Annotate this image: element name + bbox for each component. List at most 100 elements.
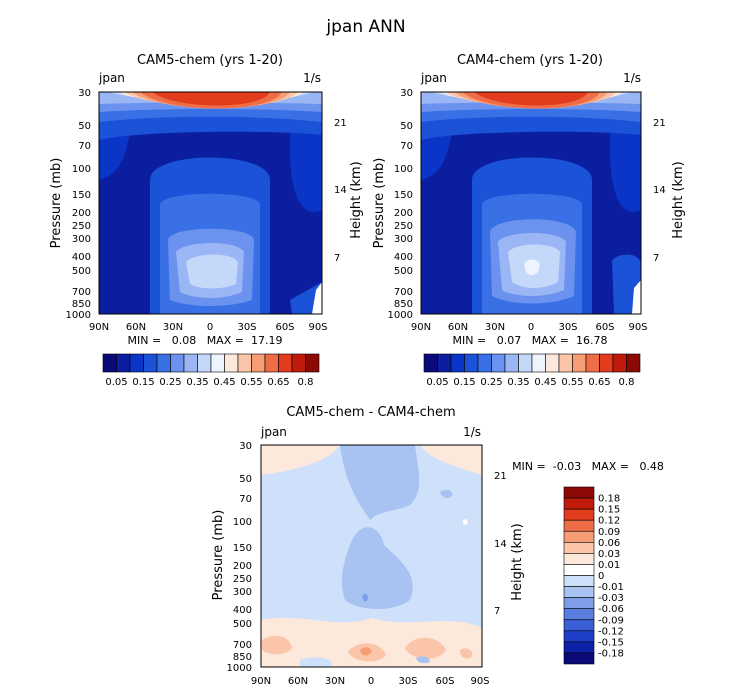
- y2-axis: 21 14 7: [653, 118, 666, 264]
- y-tick-label: 30: [239, 441, 252, 452]
- colorbar-label: 0.15: [598, 505, 620, 516]
- x-tick-label: 30N: [485, 322, 505, 333]
- svg-text:850: 850: [394, 299, 413, 310]
- colorbar-swatch: [129, 353, 144, 373]
- svg-text:60S: 60S: [435, 676, 454, 687]
- svg-text:150: 150: [394, 190, 413, 201]
- x-tick-label: 30S: [398, 676, 417, 687]
- colorbar-swatch: [563, 575, 595, 587]
- y-tick-label: 250: [233, 574, 252, 585]
- colorbar-swatch: [197, 353, 212, 373]
- svg-text:850: 850: [72, 299, 91, 310]
- colorbar-swatch: [183, 353, 198, 373]
- panel-title: CAM5-chem (yrs 1-20): [137, 53, 283, 68]
- colorbar-swatch: [563, 542, 595, 554]
- x-tick-label: 90S: [308, 322, 327, 333]
- colorbar-swatch: [491, 353, 506, 373]
- panel-cam4: CAM4-chem (yrs 1-20) jpan 1/s: [372, 53, 686, 388]
- colorbar-swatch: [563, 597, 595, 609]
- colorbar-swatch: [305, 353, 320, 373]
- colorbar-swatch: [264, 353, 279, 373]
- contour-field: [99, 92, 322, 314]
- x-tick-label: 90N: [89, 322, 109, 333]
- colorbar-swatch: [599, 353, 614, 373]
- svg-text:50: 50: [400, 121, 413, 132]
- contour-level: [460, 648, 473, 659]
- y2-axis-label: Height (km): [671, 161, 686, 238]
- svg-text:100: 100: [233, 517, 252, 528]
- y-tick-label: 850: [394, 299, 413, 310]
- colorbar-swatch: [563, 508, 595, 521]
- x-tick-label: 60S: [435, 676, 454, 687]
- colorbar-swatch: [563, 497, 595, 510]
- x-tick-label: 0: [368, 676, 374, 687]
- y-tick-label: 50: [78, 121, 91, 132]
- colorbar-label: -0.12: [598, 626, 624, 637]
- y-tick-label: 250: [394, 221, 413, 232]
- colorbar-swatch: [464, 353, 479, 373]
- colorbar-label: 0.18: [598, 494, 620, 505]
- x-tick-label: 0: [207, 322, 213, 333]
- panel-units-label: 1/s: [623, 71, 641, 85]
- svg-text:100: 100: [72, 164, 91, 175]
- svg-text:21: 21: [334, 118, 347, 129]
- panel-units-label: 1/s: [303, 71, 321, 85]
- y-tick-label: 700: [394, 287, 413, 298]
- svg-text:30: 30: [78, 88, 91, 99]
- contour-level: [474, 92, 588, 106]
- contour-level: [261, 445, 340, 475]
- svg-text:7: 7: [334, 253, 340, 264]
- svg-text:1000: 1000: [66, 310, 91, 321]
- colorbar-swatch: [477, 353, 492, 373]
- y-tick-label: 700: [233, 640, 252, 651]
- y-tick-label: 200: [72, 208, 91, 219]
- svg-text:1000: 1000: [388, 310, 413, 321]
- y-tick-label: 30: [400, 88, 413, 99]
- colorbar-swatch: [626, 353, 641, 373]
- y-tick-label: 30: [78, 88, 91, 99]
- svg-text:1000: 1000: [227, 663, 252, 674]
- contour-level: [340, 445, 420, 520]
- svg-text:250: 250: [394, 221, 413, 232]
- y-tick-label: 50: [400, 121, 413, 132]
- colorbar-swatch: [116, 353, 131, 373]
- svg-text:90N: 90N: [251, 676, 271, 687]
- y-tick-label: 500: [72, 266, 91, 277]
- svg-text:70: 70: [78, 141, 91, 152]
- contour-level: [362, 593, 368, 602]
- colorbar-label: 0.45: [534, 377, 556, 388]
- colorbar-label: -0.06: [598, 604, 624, 615]
- y-axis-label: Pressure (mb): [211, 510, 226, 601]
- y2-axis-label: Height (km): [510, 523, 525, 600]
- svg-text:200: 200: [72, 208, 91, 219]
- svg-text:14: 14: [334, 185, 347, 196]
- colorbar-label: 0.65: [267, 377, 289, 388]
- svg-text:60S: 60S: [275, 322, 294, 333]
- colorbar-swatch: [278, 353, 293, 373]
- svg-text:500: 500: [394, 266, 413, 277]
- y2-axis: 21 14 7: [494, 471, 507, 617]
- svg-text:60N: 60N: [126, 322, 146, 333]
- y2-axis: 21 14 7: [334, 118, 347, 264]
- colorbar-swatch: [585, 353, 600, 373]
- svg-text:30S: 30S: [237, 322, 256, 333]
- colorbar-swatch: [143, 353, 158, 373]
- y-tick-label: 300: [394, 234, 413, 245]
- svg-text:70: 70: [239, 494, 252, 505]
- svg-text:60N: 60N: [448, 322, 468, 333]
- svg-text:250: 250: [233, 574, 252, 585]
- contour-level: [152, 92, 270, 106]
- svg-text:30: 30: [400, 88, 413, 99]
- colorbar-swatch: [504, 353, 519, 373]
- contour-field: [421, 92, 641, 314]
- x-tick-label: 60N: [288, 676, 308, 687]
- y-tick-label: 70: [400, 141, 413, 152]
- y-tick-label: 300: [233, 587, 252, 598]
- panel-title: CAM5-chem - CAM4-chem: [286, 405, 455, 420]
- x-tick-label: 0: [528, 322, 534, 333]
- svg-text:700: 700: [233, 640, 252, 651]
- contour-level: [341, 527, 413, 609]
- svg-text:0: 0: [528, 322, 534, 333]
- colorbar-label: 0.55: [561, 377, 583, 388]
- x-tick-label: 60S: [275, 322, 294, 333]
